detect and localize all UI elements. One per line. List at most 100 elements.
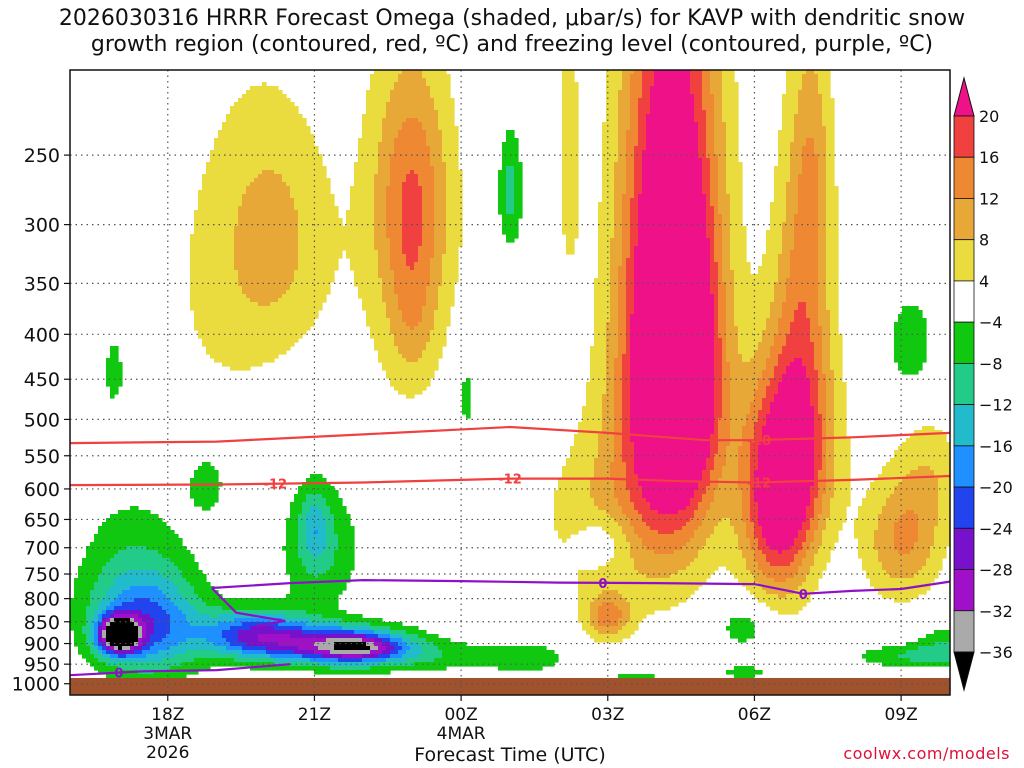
omega-cell [626,150,635,155]
omega-cell [818,410,827,415]
omega-cell [714,458,727,463]
omega-cell [686,542,707,547]
omega-cell [362,122,383,127]
omega-cell [182,594,199,599]
omega-cell [118,646,123,651]
omega-cell [634,310,715,315]
omega-cell [610,282,619,287]
omega-cell [818,154,827,159]
omega-cell [938,514,950,519]
omega-cell [606,510,623,515]
omega-cell [818,282,827,287]
omega-cell [634,502,651,507]
omega-cell [614,542,631,547]
omega-cell [614,198,623,203]
omega-cell [818,206,827,211]
omega-cell [826,186,839,191]
omega-cell [598,506,623,511]
omega-cell [614,202,623,207]
omega-cell [446,166,459,171]
omega-cell [110,386,119,391]
omega-cell [290,286,331,291]
omega-cell [794,246,819,251]
omega-cell [894,454,950,459]
omega-cell [690,78,703,83]
omega-cell [818,90,831,95]
omega-cell [606,334,619,339]
omega-cell [638,214,707,219]
omega-cell [434,658,559,663]
omega-cell [750,510,759,515]
omega-cell [386,210,403,215]
omega-cell [190,278,239,283]
omega-cell [622,194,635,199]
omega-cell [786,578,807,583]
omega-cell [826,158,835,163]
omega-cell [114,598,135,603]
omega-cell [790,326,811,331]
omega-cell [622,242,631,247]
omega-cell [354,162,379,167]
omega-cell [722,358,727,363]
omega-cell [606,362,615,367]
omega-cell [378,142,395,147]
omega-cell [378,162,391,167]
omega-cell [806,550,819,555]
omega-cell [694,514,707,519]
omega-cell [714,338,723,343]
omega-cell [298,522,307,527]
omega-cell [630,230,639,235]
omega-cell [606,350,619,355]
omega-cell [782,374,807,379]
omega-cell [882,510,907,515]
omega-cell [818,246,827,251]
omega-cell [926,562,943,567]
omega-cell [502,166,507,171]
omega-cell [786,74,803,79]
omega-cell [622,226,631,231]
omega-cell [766,326,779,331]
omega-cell [602,402,615,407]
omega-cell [778,326,791,331]
omega-cell [634,298,715,303]
omega-cell [242,94,287,99]
omega-cell [610,294,619,299]
omega-cell [730,422,747,427]
omega-cell [710,470,723,475]
omega-cell [598,262,611,267]
omega-cell [390,638,403,643]
omega-cell [774,578,787,583]
omega-cell [698,130,707,135]
omega-cell [790,262,819,267]
omega-cell [206,346,291,351]
omega-cell [886,498,939,503]
omega-cell [622,70,635,75]
omega-cell [594,638,623,643]
omega-cell [598,566,635,571]
omega-cell [638,142,647,147]
omega-cell [826,390,835,395]
omega-cell [110,658,163,663]
omega-cell [634,158,643,163]
omega-cell [238,630,303,635]
omega-cell [618,94,631,99]
omega-cell [506,178,515,183]
omega-cell [766,366,775,371]
omega-cell [446,190,463,195]
omega-cell [110,618,115,623]
omega-cell [626,306,635,311]
x-tick-date: 3MAR [143,724,192,744]
omega-cell [866,658,911,663]
omega-cell [878,518,899,523]
omega-cell [718,262,723,267]
omega-cell [694,494,703,499]
omega-cell [186,598,203,603]
omega-cell [634,458,707,463]
omega-cell [390,158,431,163]
omega-cell [86,658,99,663]
omega-cell [894,350,927,355]
omega-cell [286,570,307,575]
omega-cell [730,230,747,235]
omega-cell [362,638,375,643]
omega-cell [830,310,839,315]
